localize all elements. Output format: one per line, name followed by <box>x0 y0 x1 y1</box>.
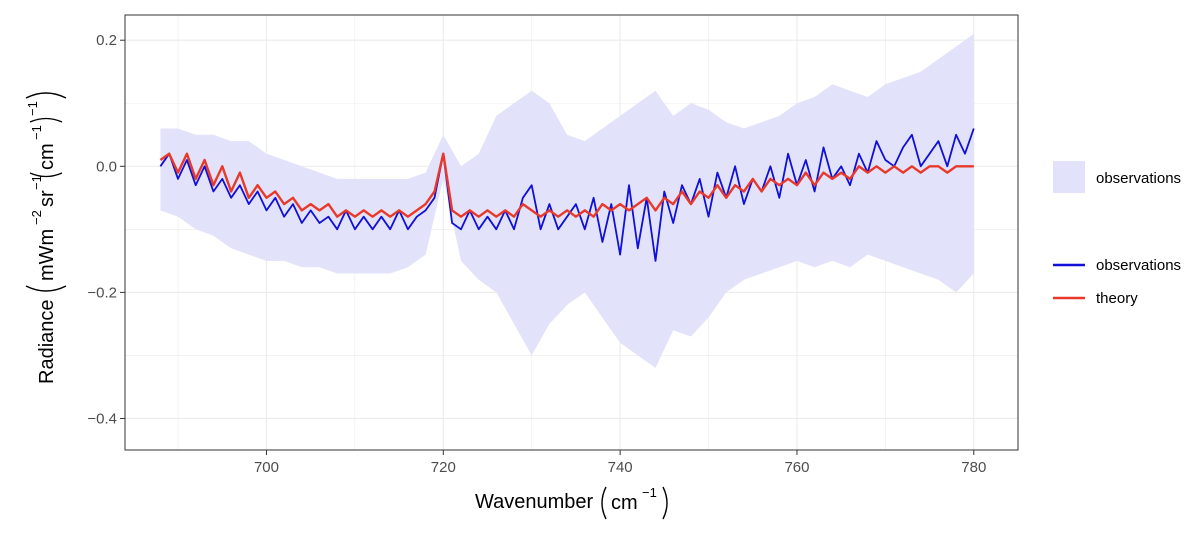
panel-border <box>124 14 1019 451</box>
x-unit-close-paren <box>662 486 668 520</box>
x-axis-ticks: 700 720 740 760 780 <box>254 450 986 476</box>
y-tick-label: 0.2 <box>96 32 117 49</box>
y-unit-outer-close-paren <box>25 92 67 99</box>
y-axis-label: Radiance <box>36 299 58 384</box>
x-tick-label: 720 <box>431 459 456 476</box>
y-unit-exp3: −1 <box>29 125 44 140</box>
legend-key-observations-band <box>1053 161 1085 193</box>
y-unit-exp4: −1 <box>25 101 40 116</box>
y-unit-inner-close-paren <box>29 117 63 123</box>
x-axis-label: Wavenumber <box>475 491 594 513</box>
y-unit-outer-open-paren <box>25 285 67 292</box>
series-theory-line <box>159 152 974 218</box>
y-unit-main: mWm <box>36 229 58 281</box>
y-unit-inner-open-paren <box>29 172 63 178</box>
y-unit-exp2: −1 <box>29 175 44 190</box>
x-unit-open-paren <box>601 486 607 520</box>
y-tick-label: −0.2 <box>87 284 117 301</box>
y-axis-title: Radiance mWm −2 sr −1 cm −1 −1 <box>25 92 67 384</box>
observations-band-layer <box>160 33 974 369</box>
x-axis-unit: cm <box>611 492 638 514</box>
x-tick-label: 760 <box>784 459 809 476</box>
y-tick-label: −0.4 <box>87 410 117 427</box>
y-tick-label: 0.0 <box>96 158 117 175</box>
series-observations-line <box>159 128 975 262</box>
legend: observations observations theory <box>1053 161 1181 307</box>
y-unit-exp1: −2 <box>29 210 44 225</box>
legend-label-observations-band: observations <box>1096 170 1181 187</box>
legend-label-theory-line: theory <box>1096 290 1138 307</box>
line-series-layer <box>159 128 975 262</box>
x-tick-label: 740 <box>608 459 633 476</box>
legend-label-observations-line: observations <box>1096 257 1181 274</box>
x-tick-label: 780 <box>961 459 986 476</box>
series-observations-band <box>160 33 974 369</box>
x-tick-label: 700 <box>254 459 279 476</box>
y-unit-inner: cm <box>36 143 58 170</box>
y-unit-mid: sr <box>36 190 58 207</box>
x-axis-title: Wavenumber cm −1 <box>475 485 668 520</box>
y-axis-ticks: −0.4 −0.2 0.0 0.2 <box>87 32 125 427</box>
x-axis-unit-exponent: −1 <box>642 485 657 500</box>
